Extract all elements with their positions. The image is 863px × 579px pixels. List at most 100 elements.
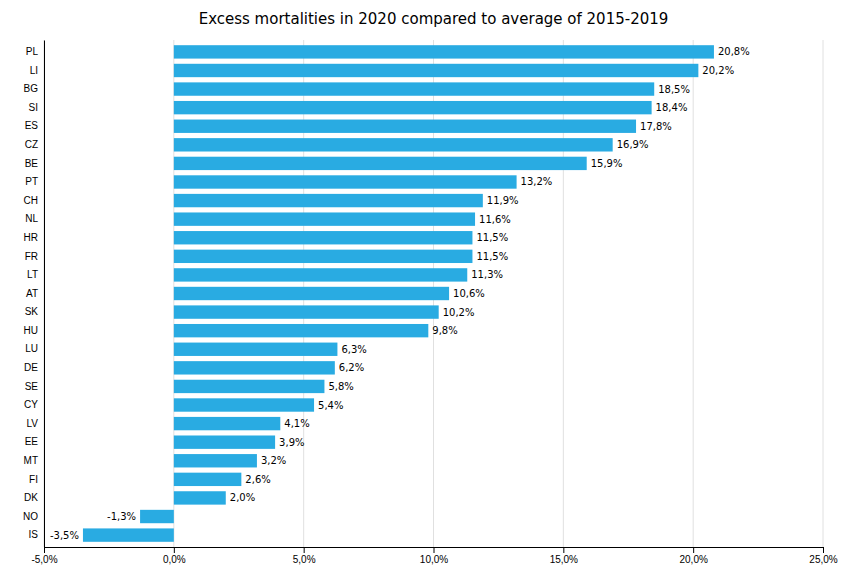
y-tick-label: BE (25, 158, 39, 169)
x-tick: 25,0% (809, 547, 837, 565)
y-tick-label: LT (27, 269, 38, 280)
y-tick: BG (24, 83, 44, 94)
data-label: 3,9% (279, 437, 304, 448)
bar (174, 324, 428, 337)
y-tick-label: HU (24, 325, 38, 336)
y-tick-label: MT (24, 455, 38, 466)
y-tick-label: DE (24, 362, 38, 373)
y-tick-label: AT (26, 288, 38, 299)
y-axis-line (44, 41, 45, 548)
x-tick: -5,0% (31, 547, 57, 565)
y-tick: NL (25, 213, 44, 224)
x-tick-mark (823, 547, 824, 553)
x-tick-mark (563, 547, 564, 553)
x-tick: 5,0% (293, 547, 316, 565)
y-tick-label: EE (25, 436, 39, 447)
y-tick: PL (26, 46, 44, 57)
bar (174, 268, 467, 281)
data-label: 4,1% (284, 418, 309, 429)
bar (174, 343, 338, 356)
x-tick-mark (304, 547, 305, 553)
y-tick: HU (24, 325, 44, 336)
x-tick: 10,0% (420, 547, 448, 565)
bar (174, 361, 335, 374)
y-tick: ES (25, 120, 44, 131)
data-label: 13,2% (521, 176, 553, 187)
grid-line (693, 40, 694, 547)
bar (174, 380, 325, 393)
bar (174, 101, 652, 114)
y-axis: PLLIBGSIESCZBEPTCHNLHRFRLTATSKHULUDESECY… (23, 41, 45, 548)
data-label: 10,6% (453, 288, 485, 299)
data-label: 2,6% (245, 474, 270, 485)
y-tick-label: SI (29, 102, 38, 113)
y-tick: SI (29, 102, 44, 113)
y-tick: FI (29, 474, 44, 485)
x-tick-label: 10,0% (420, 554, 448, 565)
y-tick-label: LU (25, 343, 38, 354)
y-tick: IS (29, 529, 44, 540)
data-label: 20,2% (702, 65, 734, 76)
data-label: 2,0% (230, 492, 255, 503)
y-tick-label: DK (24, 492, 38, 503)
y-tick-label: BG (24, 83, 39, 94)
y-tick: HR (24, 232, 44, 243)
y-tick-label: FR (25, 251, 38, 262)
y-tick: LI (30, 65, 44, 76)
bar (174, 212, 475, 225)
grid-line (44, 40, 45, 547)
data-label: 16,9% (617, 139, 649, 150)
data-label: 17,8% (640, 121, 672, 132)
data-label: 11,6% (479, 214, 511, 225)
grid-line (823, 40, 824, 547)
y-tick: CZ (25, 139, 44, 150)
x-tick: 0,0% (163, 547, 186, 565)
bar (174, 64, 699, 77)
y-tick: LU (25, 343, 44, 354)
y-tick-label: ES (25, 120, 39, 131)
data-label: 5,4% (318, 400, 343, 411)
y-tick: LV (27, 418, 45, 429)
data-label: 15,9% (591, 158, 623, 169)
bar (174, 305, 439, 318)
bar (174, 120, 636, 133)
bar (174, 435, 275, 448)
x-tick-mark (44, 547, 45, 553)
data-labels: 20,8%20,2%18,5%18,4%17,8%16,9%15,9%13,2%… (50, 46, 750, 540)
bar (83, 528, 174, 541)
data-label: -1,3% (107, 511, 136, 522)
bar (174, 417, 280, 430)
y-tick: AT (26, 288, 44, 299)
y-tick: SK (25, 306, 44, 317)
bar (174, 287, 449, 300)
bar (174, 454, 257, 467)
bar (174, 138, 613, 151)
x-tick-label: 25,0% (809, 554, 837, 565)
x-axis: -5,0%0,0%5,0%10,0%15,0%20,0%25,0% (31, 547, 837, 565)
x-tick-label: 20,0% (679, 554, 707, 565)
plot: -5,0%0,0%5,0%10,0%15,0%20,0%25,0%PLLIBGS… (23, 40, 838, 565)
data-label: 3,2% (261, 455, 286, 466)
y-tick: BE (25, 158, 44, 169)
bar (174, 82, 654, 95)
y-tick-label: PL (26, 46, 39, 57)
y-tick-label: CY (24, 399, 38, 410)
y-tick: FR (25, 251, 44, 262)
y-tick-label: LI (30, 65, 38, 76)
bars (83, 45, 714, 542)
y-tick: SE (25, 381, 44, 392)
y-tick: NO (23, 511, 44, 522)
y-tick-label: CH (24, 195, 38, 206)
bar (174, 194, 483, 207)
data-label: 18,5% (658, 84, 690, 95)
bar (174, 175, 517, 188)
x-axis-line (45, 548, 824, 554)
y-tick-label: NL (25, 213, 38, 224)
data-label: 11,9% (487, 195, 519, 206)
data-label: 20,8% (718, 46, 750, 57)
bar (174, 231, 473, 244)
y-tick-label: SK (25, 306, 39, 317)
title: Excess mortalities in 2020 compared to a… (199, 10, 669, 28)
data-label: -3,5% (50, 530, 79, 541)
bar (174, 491, 226, 504)
